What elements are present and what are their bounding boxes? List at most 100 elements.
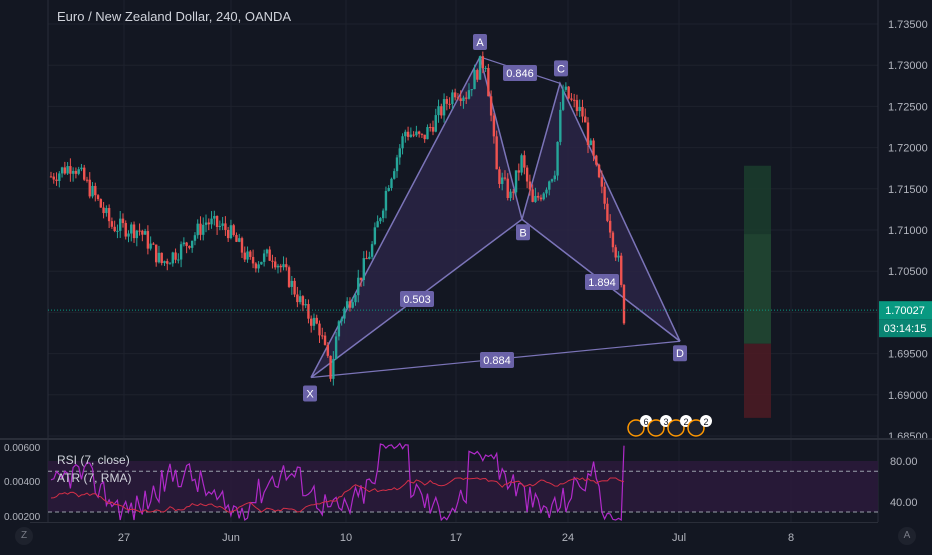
candle-body: [617, 255, 620, 258]
candle-body: [426, 127, 429, 140]
candle-body: [357, 277, 360, 296]
candle-body: [498, 169, 501, 184]
candle-body: [487, 67, 490, 97]
candle-body: [141, 230, 144, 235]
countdown-value: 03:14:15: [884, 323, 927, 335]
candle-body: [260, 261, 263, 265]
pattern-ratio-box: [503, 65, 537, 81]
pattern-point-label: X: [306, 388, 314, 400]
price-tick-label: 1.71000: [888, 225, 928, 237]
candle-body: [514, 170, 518, 193]
rsi-tick-label: 80.00: [890, 456, 918, 468]
candle-body: [127, 233, 130, 237]
candle-body: [221, 223, 224, 226]
candle-body: [99, 199, 103, 208]
candle-body: [393, 171, 396, 179]
candle-body: [77, 169, 80, 174]
candle-body: [185, 242, 188, 246]
candle-body: [484, 67, 487, 69]
candle-body: [401, 136, 404, 149]
candle-body: [456, 97, 460, 99]
event-badge: [687, 419, 705, 437]
position-stop-zone: [744, 343, 771, 418]
candle-body: [345, 301, 349, 309]
candle-body: [135, 230, 139, 239]
candle-body: [340, 318, 343, 322]
candle-body: [166, 261, 169, 264]
candle-body: [606, 203, 609, 221]
pattern-ratio-label: 0.846: [506, 68, 534, 80]
candle-body: [495, 136, 498, 170]
candle-body: [307, 304, 310, 319]
current-price-value: 1.70027: [885, 305, 925, 317]
candle-body: [262, 253, 266, 262]
candle-body: [52, 176, 55, 180]
candle-body: [207, 222, 210, 225]
candle-body: [130, 224, 133, 234]
candle-body: [359, 277, 363, 280]
candle-body: [462, 97, 465, 101]
candle-body: [434, 115, 437, 132]
candle-body: [69, 166, 72, 174]
candle-body: [575, 100, 579, 112]
zoom-toggle-button[interactable]: Z: [15, 527, 33, 545]
candle-body: [321, 335, 324, 337]
candle-body: [310, 318, 313, 326]
event-count: 2: [703, 417, 708, 427]
candle-body: [503, 177, 507, 179]
candle-body: [265, 249, 269, 254]
pattern-ratio-box: [480, 352, 514, 368]
candle-body: [276, 265, 280, 268]
candle-body: [437, 106, 440, 116]
time-tick-label: 10: [340, 532, 352, 544]
candle-body: [332, 359, 335, 379]
candle-body: [226, 229, 230, 239]
candle-body: [531, 189, 534, 202]
candle-body: [592, 140, 595, 156]
candle-body: [614, 247, 617, 258]
candle-body: [312, 317, 316, 326]
auto-scale-button[interactable]: A: [898, 527, 916, 545]
candle-body: [83, 167, 86, 180]
candle-body: [229, 225, 233, 239]
candle-body: [368, 256, 371, 259]
candle-body: [492, 115, 496, 137]
candle-body: [157, 252, 161, 263]
candle-body: [323, 335, 327, 345]
candle-body: [190, 240, 194, 248]
candle-body: [315, 317, 318, 324]
candle-body: [351, 302, 354, 308]
candle-body: [249, 251, 252, 257]
atr-tick-label: 0.00600: [4, 443, 41, 454]
candle-body: [119, 218, 122, 231]
candle-body: [251, 256, 255, 264]
candle-body: [578, 106, 581, 112]
candle-body: [622, 284, 626, 324]
candle-body: [199, 223, 202, 235]
candle-body: [160, 252, 163, 264]
candle-body: [406, 131, 410, 137]
candle-body: [171, 252, 174, 264]
candle-body: [545, 189, 548, 194]
candle-body: [179, 244, 183, 260]
candle-body: [589, 140, 592, 146]
candle-body: [445, 99, 449, 104]
candle-body: [395, 157, 399, 172]
candle-body: [326, 344, 330, 356]
candle-body: [196, 223, 199, 236]
candle-body: [476, 70, 479, 80]
candle-body: [71, 170, 75, 174]
candle-body: [285, 264, 288, 268]
candle-body: [509, 191, 512, 198]
event-badge: [627, 419, 645, 437]
candle-body: [149, 243, 152, 249]
candle-body: [561, 89, 565, 110]
pattern-point-label: C: [557, 63, 565, 75]
candle-body: [404, 131, 407, 137]
time-tick-label: 17: [450, 532, 462, 544]
atr-line: [50, 477, 625, 513]
candle-body: [398, 148, 401, 158]
candle-body: [80, 167, 83, 170]
